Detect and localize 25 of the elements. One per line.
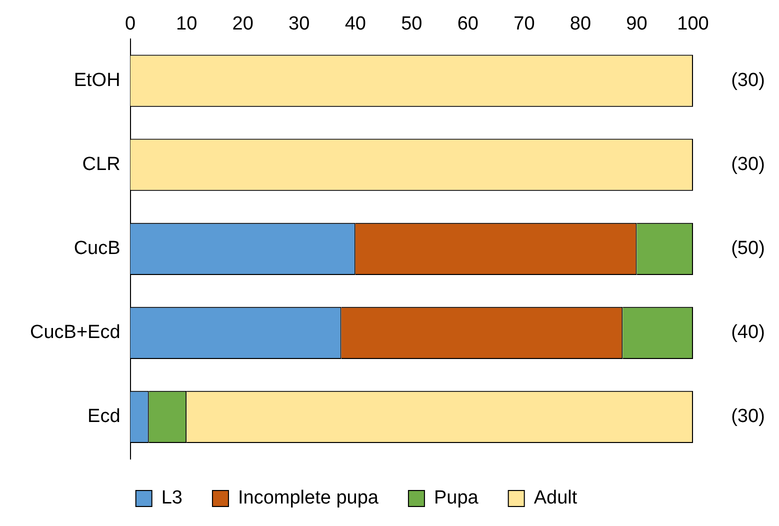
legend-label: Adult	[534, 488, 578, 509]
y-tick-label: CucB	[74, 238, 120, 260]
text: (30)	[731, 406, 765, 428]
x-tick-label: 60	[457, 14, 478, 35]
legend-label: L3	[161, 488, 182, 509]
text: (50)	[731, 238, 765, 260]
text: (40)	[731, 322, 765, 344]
y-tick-label: Ecd	[88, 406, 120, 428]
y-tick-label: EtOH	[74, 70, 120, 92]
x-tick-label: 0	[125, 14, 136, 35]
legend-label: Incomplete pupa	[238, 488, 379, 509]
x-tick-label: 70	[514, 14, 535, 35]
y-tick-label: CLR	[82, 154, 120, 176]
legend-label: Pupa	[434, 488, 479, 509]
x-tick-label: 40	[344, 14, 366, 35]
x-tick-label: 20	[232, 14, 254, 35]
x-tick-label: 80	[570, 14, 592, 35]
y-tick-label: CucB+Ecd	[30, 322, 120, 344]
x-tick-label: 100	[677, 14, 709, 35]
text: (30)	[731, 154, 765, 176]
text: (30)	[731, 70, 765, 92]
x-tick-label: 90	[626, 14, 648, 35]
x-tick-label: 30	[288, 14, 310, 35]
x-tick-label: 10	[176, 14, 198, 35]
x-tick-label: 50	[401, 14, 422, 35]
